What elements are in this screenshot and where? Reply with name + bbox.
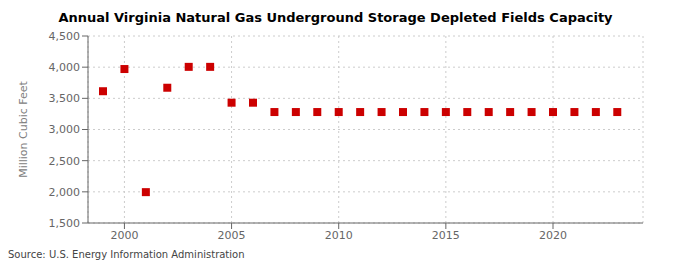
- svg-text:2010: 2010: [325, 229, 353, 242]
- svg-text:2020: 2020: [539, 229, 567, 242]
- svg-text:4,000: 4,000: [49, 61, 81, 74]
- svg-text:2,500: 2,500: [49, 155, 81, 168]
- svg-text:3,000: 3,000: [49, 123, 81, 136]
- svg-text:Million Cubic Feet: Million Cubic Feet: [17, 80, 30, 177]
- svg-text:3,500: 3,500: [49, 92, 81, 105]
- svg-text:1,500: 1,500: [49, 217, 81, 230]
- svg-text:2000: 2000: [110, 229, 138, 242]
- html-text:Annual Virginia Natural Gas Un: Annual Virginia Natural Gas Underground …: [58, 10, 613, 25]
- svg-text:2005: 2005: [218, 229, 246, 242]
- svg-text:2015: 2015: [432, 229, 460, 242]
- html-text:Source: U.S. Energy Informatio: Source: U.S. Energy Information Administ…: [8, 249, 245, 260]
- svg-text:4,500: 4,500: [49, 30, 81, 43]
- svg-text:2,000: 2,000: [49, 186, 81, 199]
